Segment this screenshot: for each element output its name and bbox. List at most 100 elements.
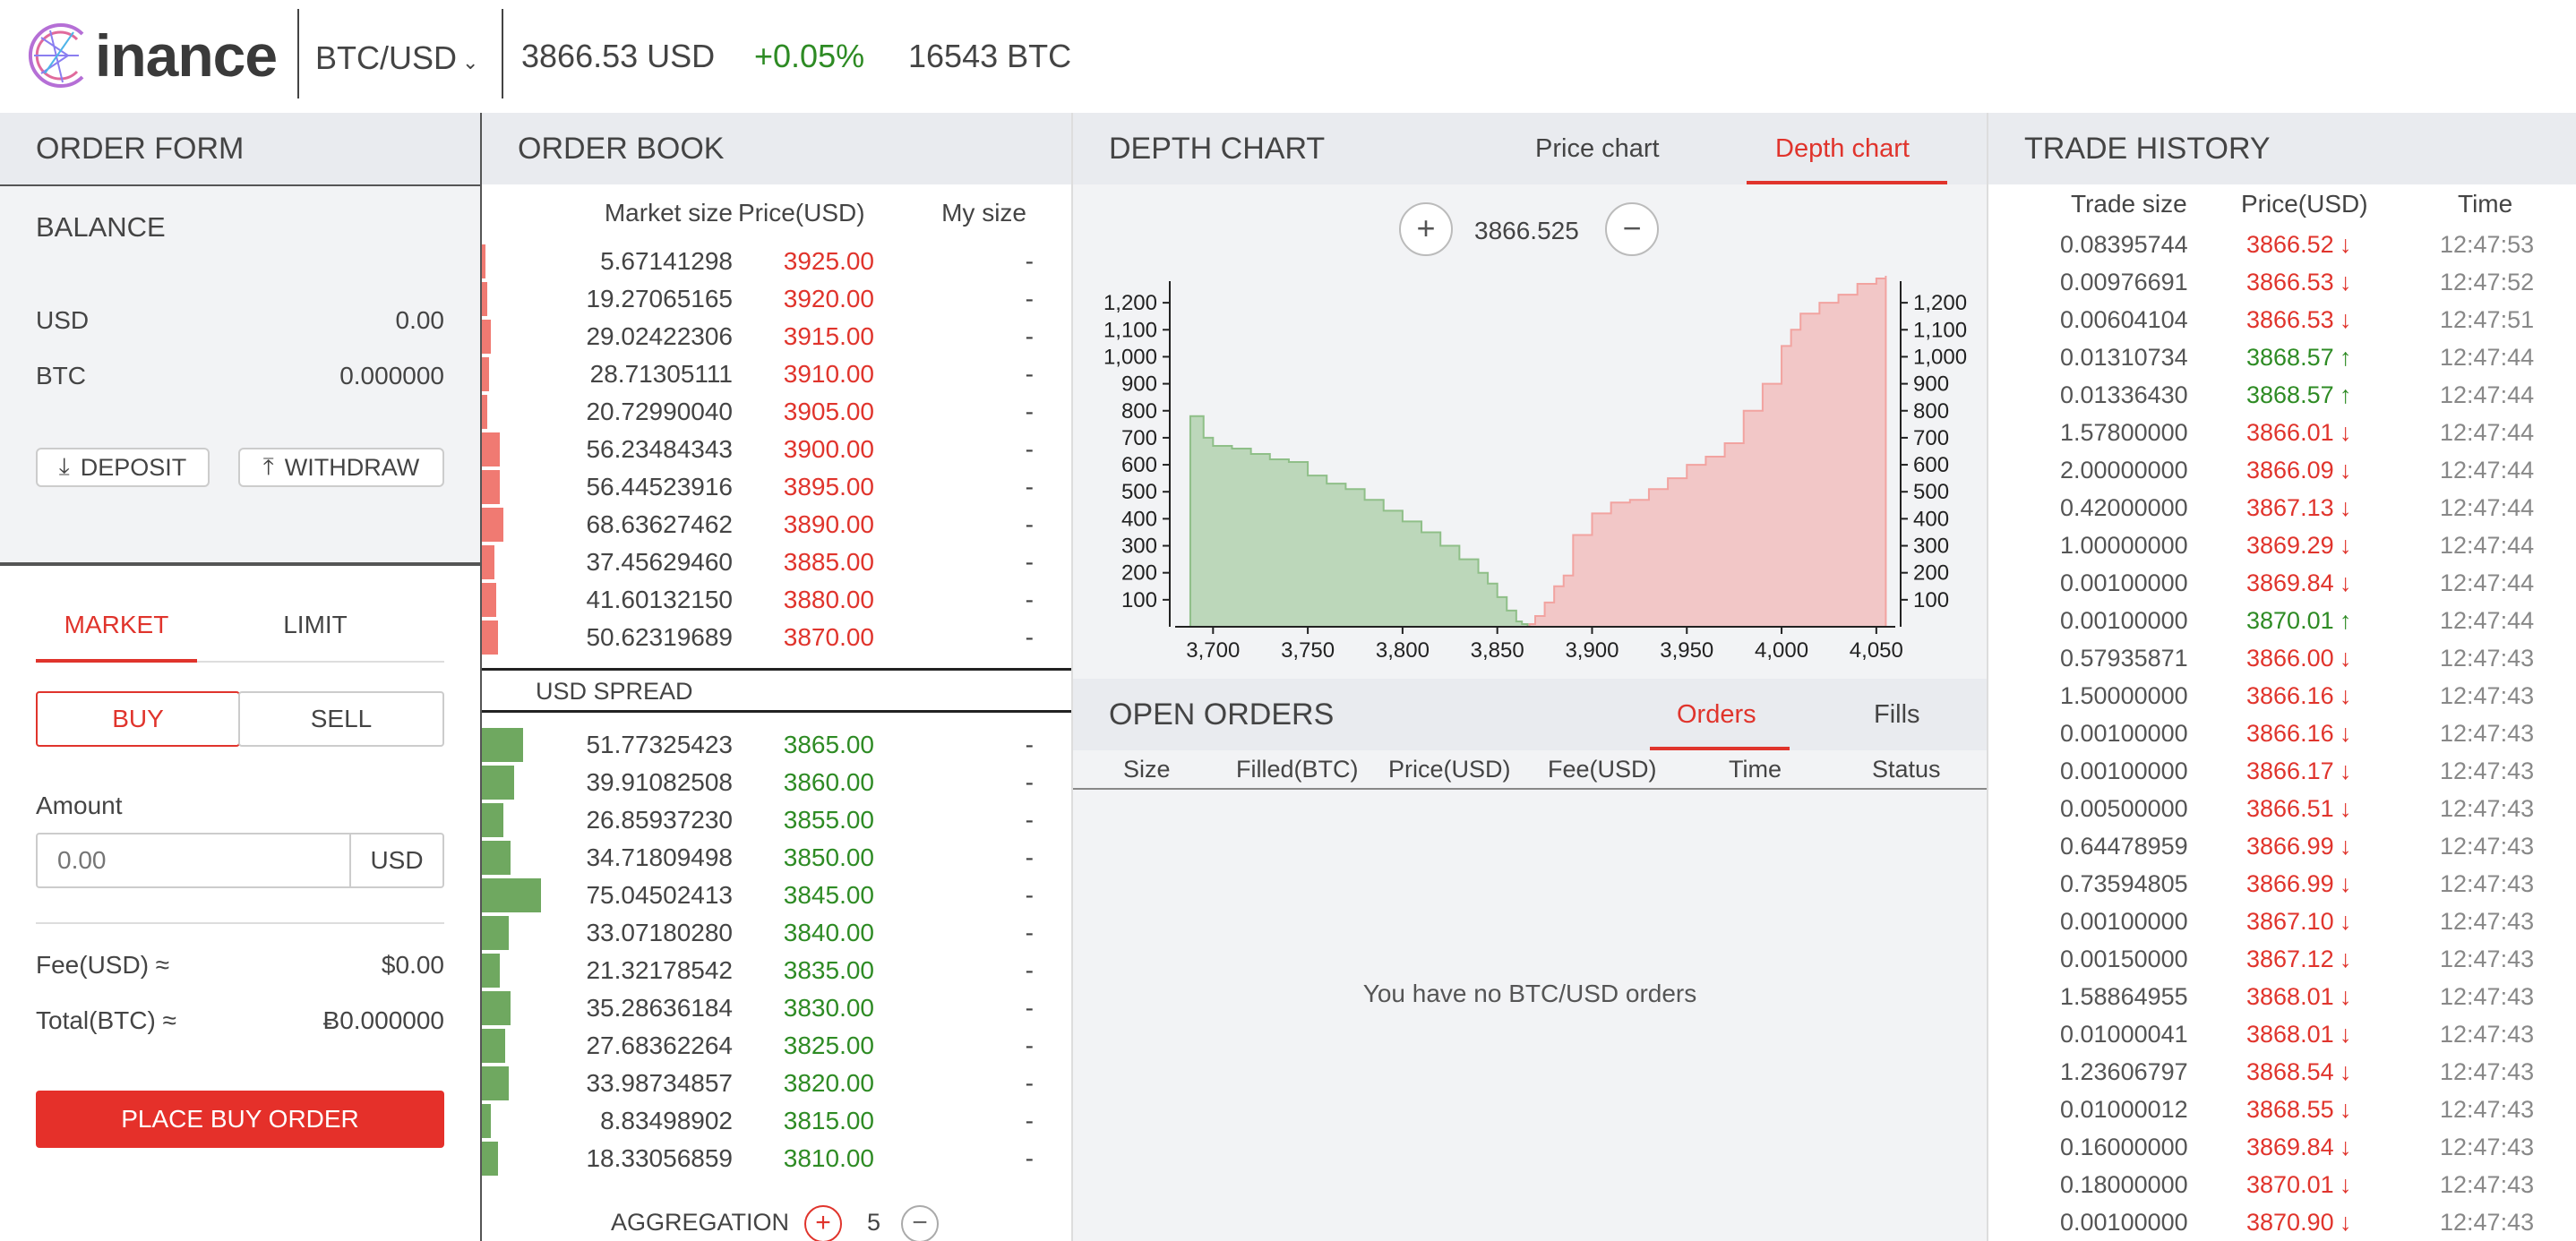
my-size: - bbox=[1025, 919, 1034, 946]
bid-row[interactable]: 39.91082508 3860.00 - bbox=[482, 763, 1069, 800]
amount-label: Amount bbox=[36, 792, 123, 819]
arrow-down-icon: ↓ bbox=[2340, 532, 2352, 559]
trade-price: 3866.09 bbox=[2246, 457, 2334, 484]
arrow-down-icon: ↓ bbox=[2340, 645, 2352, 672]
trade-time: 12:47:43 bbox=[2440, 1096, 2535, 1123]
my-size: - bbox=[1025, 1031, 1034, 1059]
ask-price: 3910.00 bbox=[783, 360, 874, 388]
open-orders-title: OPEN ORDERS bbox=[1073, 679, 1987, 750]
ask-price: 3925.00 bbox=[783, 247, 874, 275]
trade-time: 12:47:43 bbox=[2440, 757, 2535, 784]
market-size: 41.60132150 bbox=[586, 586, 733, 613]
x-tick-label: 3,950 bbox=[1660, 638, 1713, 663]
bid-row[interactable]: 34.71809498 3850.00 - bbox=[482, 838, 1069, 876]
ask-row[interactable]: 41.60132150 3880.00 - bbox=[482, 580, 1069, 618]
ask-row[interactable]: 37.45629460 3885.00 - bbox=[482, 543, 1069, 580]
y-tick-label: 200 bbox=[1121, 561, 1157, 586]
ask-row[interactable]: 20.72990040 3905.00 - bbox=[482, 392, 1069, 430]
trade-row: 1.50000000 3866.16 ↓ 12:47:43 bbox=[1988, 677, 2576, 715]
x-tick-label: 3,900 bbox=[1565, 638, 1619, 663]
depth-bar bbox=[482, 878, 541, 912]
tab-limit[interactable]: LIMIT bbox=[283, 611, 348, 638]
market-size: 56.23484343 bbox=[586, 435, 733, 463]
bid-row[interactable]: 51.77325423 3865.00 - bbox=[482, 725, 1069, 763]
trade-time: 12:47:44 bbox=[2440, 381, 2535, 408]
ask-row[interactable]: 28.71305111 3910.00 - bbox=[482, 355, 1069, 392]
tab-price-chart[interactable]: Price chart bbox=[1535, 134, 1660, 163]
depth-chart-panel: DEPTH CHART Price chart Depth chart + 38… bbox=[1073, 113, 1987, 679]
place-order-button[interactable]: PLACE BUY ORDER bbox=[36, 1091, 444, 1148]
depth-bar bbox=[482, 766, 514, 800]
depth-chart-title: DEPTH CHART bbox=[1073, 113, 1987, 184]
trade-row: 0.00100000 3866.17 ↓ 12:47:43 bbox=[1988, 752, 2576, 790]
market-size: 50.62319689 bbox=[586, 623, 733, 651]
depth-bar bbox=[482, 728, 523, 762]
my-size: - bbox=[1025, 956, 1034, 984]
zoom-out-icon[interactable]: − bbox=[1605, 202, 1659, 256]
ask-row[interactable]: 5.67141298 3925.00 - bbox=[482, 242, 1069, 279]
y-tick-label: 900 bbox=[1121, 372, 1157, 397]
trade-time: 12:47:52 bbox=[2440, 269, 2535, 295]
trade-row: 0.00100000 3870.01 ↑ 12:47:44 bbox=[1988, 602, 2576, 639]
trade-row: 0.00976691 3866.53 ↓ 12:47:52 bbox=[1988, 263, 2576, 301]
depth-bar bbox=[482, 282, 487, 316]
bid-row[interactable]: 33.07180280 3840.00 - bbox=[482, 913, 1069, 951]
amount-input[interactable] bbox=[36, 833, 351, 888]
trade-time: 12:47:44 bbox=[2440, 532, 2535, 559]
ask-row[interactable]: 68.63627462 3890.00 - bbox=[482, 505, 1069, 543]
tab-orders[interactable]: Orders bbox=[1677, 700, 1756, 729]
ask-row[interactable]: 19.27065165 3920.00 - bbox=[482, 279, 1069, 317]
y-tick-label: 1,000 bbox=[1103, 345, 1157, 369]
chevron-down-icon: ⌄ bbox=[462, 51, 479, 73]
trade-size: 1.00000000 bbox=[2060, 532, 2188, 559]
trade-row: 0.01000041 3868.01 ↓ 12:47:43 bbox=[1988, 1015, 2576, 1053]
trade-size: 0.73594805 bbox=[2060, 870, 2188, 897]
trade-time: 12:47:44 bbox=[2440, 457, 2535, 484]
buy-toggle[interactable]: BUY bbox=[36, 691, 240, 747]
tab-fills[interactable]: Fills bbox=[1874, 700, 1920, 729]
bid-price: 3810.00 bbox=[783, 1144, 874, 1172]
ask-row[interactable]: 29.02422306 3915.00 - bbox=[482, 317, 1069, 355]
minus-icon[interactable]: − bbox=[901, 1205, 939, 1241]
my-size: - bbox=[1025, 548, 1034, 576]
trade-size: 1.23606797 bbox=[2060, 1058, 2188, 1085]
market-size: 20.72990040 bbox=[586, 398, 733, 425]
bid-row[interactable]: 35.28636184 3830.00 - bbox=[482, 989, 1069, 1026]
col-price: Price(USD) bbox=[738, 199, 865, 227]
bid-row[interactable]: 18.33056859 3810.00 - bbox=[482, 1139, 1069, 1177]
depth-bar bbox=[482, 954, 500, 988]
last-price: 3866.53 USD bbox=[521, 38, 716, 74]
tab-depth-chart[interactable]: Depth chart bbox=[1775, 134, 1910, 163]
bid-row[interactable]: 8.83498902 3815.00 - bbox=[482, 1101, 1069, 1139]
ask-row[interactable]: 50.62319689 3870.00 - bbox=[482, 618, 1069, 655]
bid-row[interactable]: 21.32178542 3835.00 - bbox=[482, 951, 1069, 989]
trade-price: 3866.01 bbox=[2246, 419, 2334, 446]
arrow-down-icon: ↓ bbox=[2340, 946, 2352, 972]
order-form-panel: ORDER FORM BALANCE USD 0.00 BTC 0.000000… bbox=[0, 113, 480, 1241]
pair-selector[interactable]: BTC/USD ⌄ bbox=[315, 39, 479, 76]
bid-row[interactable]: 26.85937230 3855.00 - bbox=[482, 800, 1069, 838]
depth-bar bbox=[482, 357, 489, 391]
trade-price: 3866.53 bbox=[2246, 306, 2334, 333]
bid-row[interactable]: 75.04502413 3845.00 - bbox=[482, 876, 1069, 913]
trade-time: 12:47:43 bbox=[2440, 1058, 2535, 1085]
sell-toggle[interactable]: SELL bbox=[238, 691, 444, 747]
zoom-in-icon[interactable]: + bbox=[1399, 202, 1453, 256]
trade-size: 0.42000000 bbox=[2060, 494, 2188, 521]
my-size: - bbox=[1025, 1069, 1034, 1097]
ask-row[interactable]: 56.44523916 3895.00 - bbox=[482, 467, 1069, 505]
plus-icon[interactable]: + bbox=[804, 1205, 842, 1241]
depth-bar bbox=[482, 432, 500, 466]
trade-size: 0.00976691 bbox=[2060, 269, 2188, 295]
market-size: 18.33056859 bbox=[586, 1144, 733, 1172]
tab-market[interactable]: MARKET bbox=[64, 611, 169, 638]
bid-price: 3855.00 bbox=[783, 806, 874, 834]
ask-row[interactable]: 56.23484343 3900.00 - bbox=[482, 430, 1069, 467]
bid-row[interactable]: 33.98734857 3820.00 - bbox=[482, 1064, 1069, 1101]
deposit-button[interactable]: ⤓ DEPOSIT bbox=[36, 448, 210, 487]
bid-row[interactable]: 27.68362264 3825.00 - bbox=[482, 1026, 1069, 1064]
arrow-down-icon: ↓ bbox=[2340, 908, 2352, 935]
trade-row: 1.58864955 3868.01 ↓ 12:47:43 bbox=[1988, 978, 2576, 1015]
trade-row: 0.00100000 3869.84 ↓ 12:47:44 bbox=[1988, 564, 2576, 602]
withdraw-button[interactable]: ⤒ WITHDRAW bbox=[238, 448, 444, 487]
